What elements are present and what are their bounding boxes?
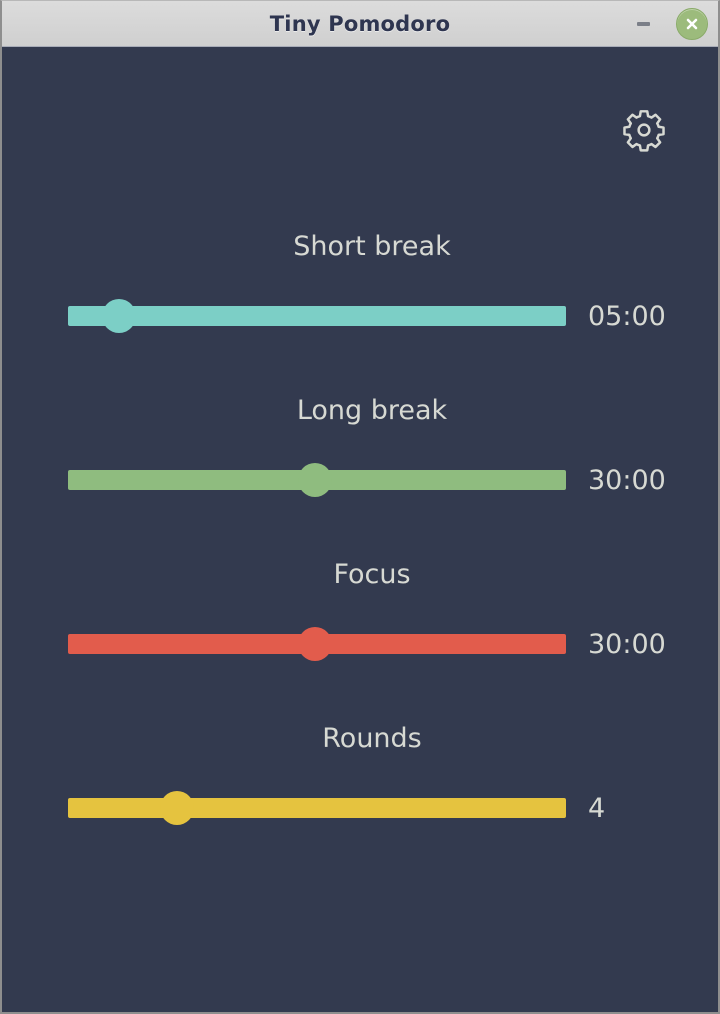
toolbar [2, 46, 718, 166]
slider-rounds[interactable] [68, 787, 566, 829]
slider-value-long-break: 30:00 [588, 464, 666, 496]
gear-icon [623, 110, 665, 152]
slider-row-short-break: 05:00 [2, 295, 718, 337]
slider-track-rounds[interactable] [68, 798, 566, 818]
slider-value-rounds: 4 [588, 792, 606, 824]
slider-knob-focus[interactable] [298, 627, 332, 661]
minimize-icon [636, 21, 650, 26]
window-titlebar: Tiny Pomodoro [2, 1, 718, 47]
minimize-button[interactable] [630, 11, 656, 37]
slider-label-short-break: Short break [293, 231, 451, 262]
close-icon [686, 18, 698, 29]
slider-label-long-break: Long break [296, 395, 448, 426]
slider-short-break[interactable] [68, 295, 566, 337]
slider-row-rounds: 4 [2, 787, 718, 829]
close-button[interactable] [676, 7, 708, 40]
window-controls [630, 1, 708, 46]
slider-knob-long-break[interactable] [298, 463, 332, 497]
slider-group-rounds: Rounds 4 [2, 725, 718, 889]
slider-row-focus: 30:00 [2, 623, 718, 665]
slider-row-long-break: 30:00 [2, 459, 718, 501]
slider-label-focus: Focus [333, 559, 411, 590]
slider-long-break[interactable] [68, 459, 566, 501]
slider-group-short-break: Short break 05:00 [2, 233, 718, 397]
settings-sliders: Short break 05:00 Long break 30:00 Focus [2, 233, 718, 889]
slider-value-focus: 30:00 [588, 628, 666, 660]
slider-value-short-break: 05:00 [588, 300, 666, 332]
slider-focus[interactable] [68, 623, 566, 665]
slider-group-focus: Focus 30:00 [2, 561, 718, 725]
settings-button[interactable] [618, 104, 670, 156]
window-title: Tiny Pomodoro [269, 11, 451, 36]
slider-track-short-break[interactable] [68, 306, 566, 326]
slider-group-long-break: Long break 30:00 [2, 397, 718, 561]
slider-knob-short-break[interactable] [101, 299, 136, 333]
slider-label-rounds: Rounds [322, 723, 422, 754]
slider-knob-rounds[interactable] [160, 791, 195, 825]
